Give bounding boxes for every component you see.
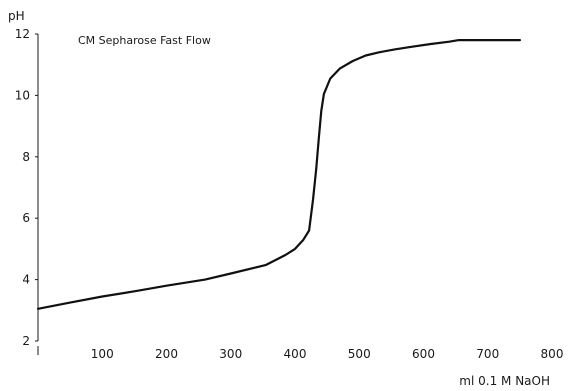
x-tick-label: 500: [348, 347, 371, 361]
y-tick-label: 4: [22, 273, 30, 287]
x-tick-label: 600: [412, 347, 435, 361]
x-tick-label: 300: [219, 347, 242, 361]
y-tick-label: 2: [22, 334, 30, 348]
curve-layer: [36, 38, 522, 310]
chart-title: CM Sepharose Fast Flow: [78, 34, 211, 47]
x-tick-label: 800: [541, 347, 564, 361]
y-axis-title: pH: [8, 9, 25, 23]
titration-curve: [36, 38, 522, 310]
x-tick-label: 700: [476, 347, 499, 361]
ticks: 2 4 6 8 10 12 100 200 300 400 500 600 700 800: [15, 27, 564, 361]
x-tick-label: 200: [155, 347, 178, 361]
y-tick-label: 10: [15, 88, 30, 102]
y-tick-label: 8: [22, 150, 30, 164]
x-axis-title: ml 0.1 M NaOH: [459, 374, 550, 388]
x-tick-label: 400: [284, 347, 307, 361]
x-tick-label: 100: [91, 347, 114, 361]
y-tick-label: 12: [15, 27, 30, 41]
y-tick-label: 6: [22, 211, 30, 225]
